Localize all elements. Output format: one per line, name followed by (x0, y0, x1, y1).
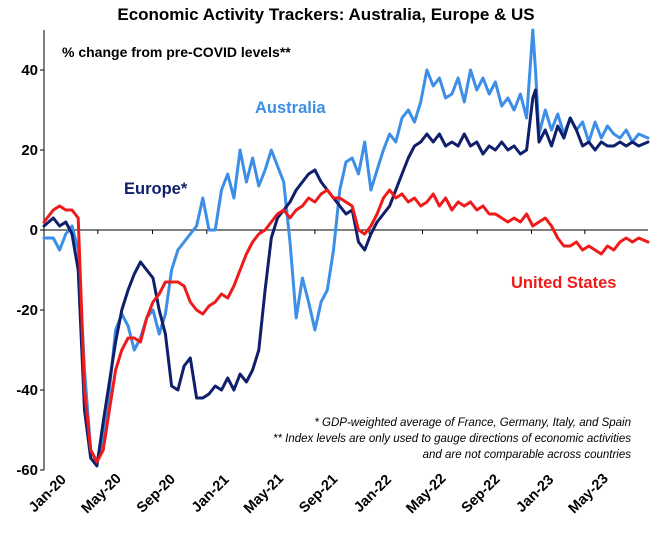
footnote-3: and are not comparable across countries (423, 449, 632, 461)
y-tick-label: 0 (30, 222, 38, 239)
series-line-europe (42, 88, 650, 468)
label-australia: Australia (255, 99, 326, 117)
series-lines (42, 28, 650, 468)
y-tick-label: -60 (16, 462, 38, 479)
footnote-2: ** Index levels are only used to gauge d… (273, 433, 631, 445)
chart-title: Economic Activity Trackers: Australia, E… (117, 5, 534, 24)
label-europe: Europe* (124, 180, 188, 198)
chart-subtitle: % change from pre-COVID levels** (62, 44, 291, 60)
y-ticks: -60 -40 -20 0 20 40 (16, 62, 44, 479)
footnote-1: * GDP-weighted average of France, German… (314, 417, 631, 429)
label-united-states: United States (511, 274, 616, 292)
y-tick-label: 20 (21, 142, 38, 159)
y-tick-label: -40 (16, 382, 38, 399)
y-tick-label: 40 (21, 62, 38, 79)
y-tick-label: -20 (16, 302, 38, 319)
series-line-united-states (42, 188, 650, 464)
